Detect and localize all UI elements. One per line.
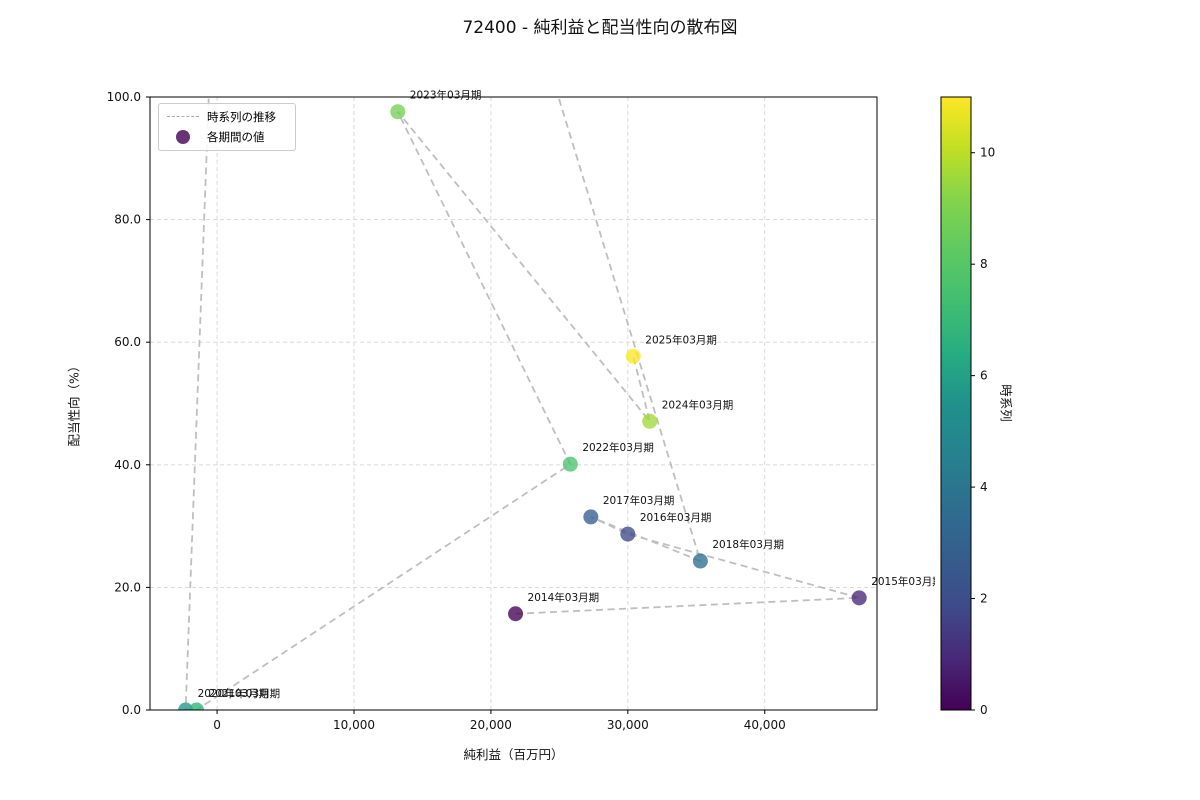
legend-line-label: 時系列の推移 <box>207 109 276 124</box>
data-point <box>692 553 708 569</box>
colorbar-tick-label: 6 <box>980 369 988 383</box>
data-point <box>189 702 205 710</box>
data-point <box>583 509 599 525</box>
colorbar <box>940 96 972 711</box>
data-point <box>625 348 641 364</box>
chart-title: 72400 - 純利益と配当性向の散布図 <box>462 18 738 38</box>
y-tick-label: 60.0 <box>114 335 141 349</box>
data-point <box>851 590 867 606</box>
x-tick-label: 40,000 <box>744 718 786 732</box>
point-label: 2022年03月期 <box>582 441 654 454</box>
point-label: 2023年03月期 <box>410 89 482 102</box>
y-tick-label: 0.0 <box>122 703 141 717</box>
colorbar-tick-label: 0 <box>980 703 988 717</box>
data-point <box>508 606 524 622</box>
legend-point-label: 各期間の値 <box>207 130 265 145</box>
point-label: 2014年03月期 <box>528 591 600 604</box>
data-point <box>642 413 658 429</box>
legend-item-point: 各期間の値 <box>159 127 295 147</box>
x-tick-label: 30,000 <box>607 718 649 732</box>
x-axis-label: 純利益（百万円） <box>463 747 564 762</box>
point-label: 2015年03月期 <box>871 575 943 588</box>
dashed-line-swatch <box>167 116 199 118</box>
plot-border <box>149 96 878 711</box>
legend-item-line: 時系列の推移 <box>159 107 295 127</box>
point-label: 2018年03月期 <box>712 538 784 551</box>
colorbar-tick-label: 4 <box>980 480 988 494</box>
legend: 時系列の推移 各期間の値 <box>158 103 296 151</box>
point-swatch <box>167 130 199 145</box>
data-point <box>620 526 636 542</box>
point-label: 2016年03月期 <box>640 511 712 524</box>
point-label: 2017年03月期 <box>603 494 675 507</box>
point-label: 2020年03月期 <box>198 687 270 700</box>
point-label: 2024年03月期 <box>662 398 734 411</box>
colorbar-tick-label: 10 <box>980 146 995 160</box>
x-tick-label: 20,000 <box>470 718 512 732</box>
colorbar-tick-label: 8 <box>980 257 988 271</box>
y-tick-label: 20.0 <box>114 580 141 594</box>
y-tick-label: 100.0 <box>107 90 141 104</box>
y-tick-label: 40.0 <box>114 458 141 472</box>
colorbar-tick-label: 2 <box>980 592 988 606</box>
time-series-path <box>184 97 860 710</box>
y-tick-label: 80.0 <box>114 213 141 227</box>
point-label: 2021年03月期 <box>209 687 281 700</box>
x-tick-label: 0 <box>213 718 221 732</box>
data-point <box>562 456 578 472</box>
x-tick-label: 10,000 <box>333 718 375 732</box>
point-label: 2025年03月期 <box>645 333 717 346</box>
data-point <box>390 104 406 120</box>
